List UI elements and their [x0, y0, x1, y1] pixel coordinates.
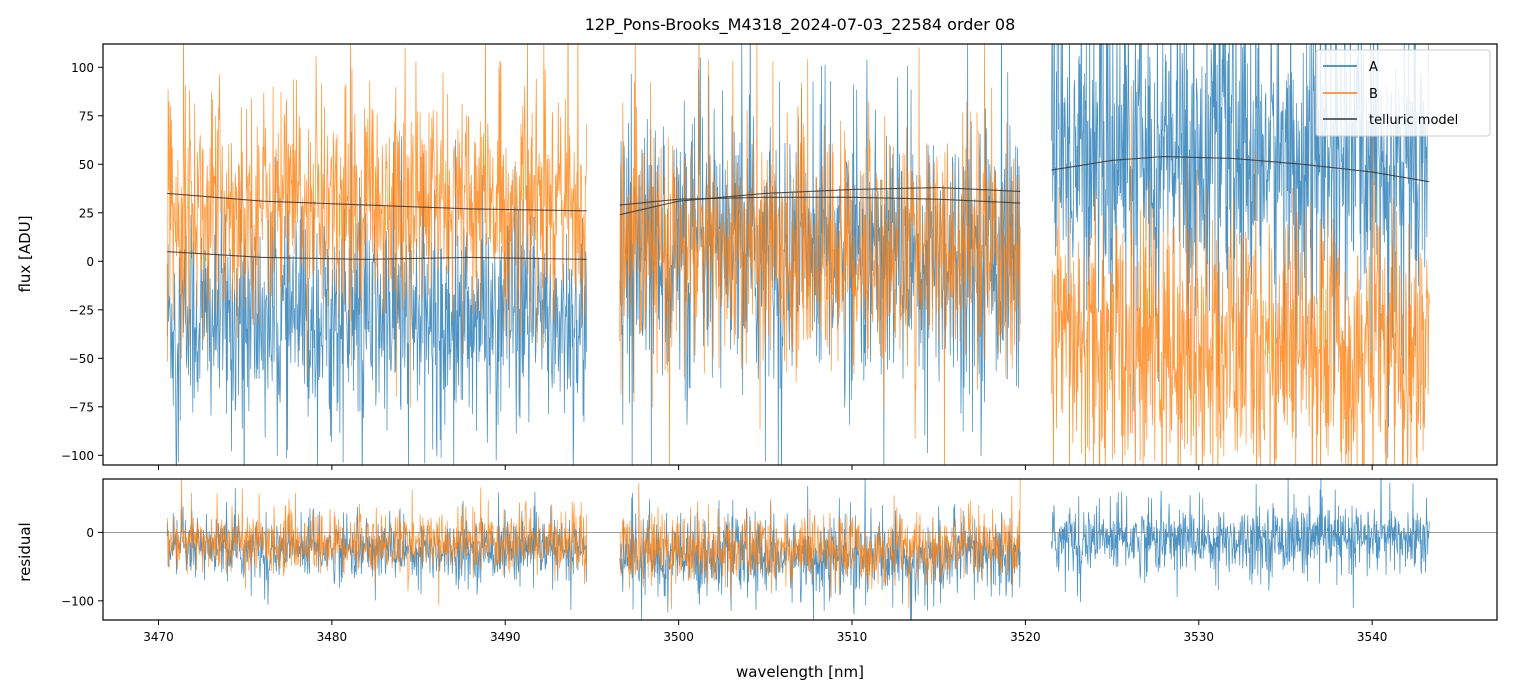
residual-a-segment-1: [619, 479, 1021, 620]
xtick-label: 3500: [663, 630, 694, 644]
legend-label-telluric: telluric model: [1369, 113, 1458, 128]
chart-title: 12P_Pons-Brooks_M4318_2024-07-03_22584 o…: [585, 15, 1016, 35]
xtick-label: 3530: [1184, 630, 1215, 644]
top-plot-area: [166, 44, 1430, 465]
top-ytick-label: −50: [69, 352, 94, 366]
top-y-ticks: 100 75 50 25 0 −25 −50 −75 −100: [61, 61, 103, 463]
xtick-label: 3480: [317, 630, 348, 644]
telluric-a-segment-0: [167, 251, 587, 260]
xtick-label: 3490: [490, 630, 521, 644]
bottom-x-ticks: 3470 3480 3490 3500 3510 3520 3530 3540: [143, 620, 1387, 644]
bottom-y-axis-label: residual: [16, 522, 34, 581]
bottom-y-ticks: 0 −100: [61, 526, 103, 608]
bottom-panel: 0 −100 3470 3480 3490 3500 3510 3520 3530 3540 r…: [16, 478, 1498, 681]
telluric-b-segment-1: [619, 196, 1021, 206]
telluric-b-segment-0: [167, 192, 587, 212]
legend-frame: [1315, 49, 1491, 137]
top-x-ticks: [157, 465, 1373, 470]
top-ytick-label: 75: [79, 109, 94, 123]
legend-label-b: B: [1369, 87, 1378, 102]
series-a-segment-1: [619, 44, 1021, 465]
series-b-segment-2: [1051, 85, 1430, 465]
series-b-segment-0: [166, 44, 588, 408]
bottom-ytick-label: 0: [86, 526, 94, 540]
xtick-label: 3540: [1357, 630, 1388, 644]
legend: A B telluric model: [1315, 49, 1491, 137]
top-panel: 100 75 50 25 0 −25 −50 −75 −100 flux [ADU] A B t…: [16, 43, 1498, 470]
top-ytick-label: 100: [71, 61, 94, 75]
top-y-axis-label: flux [ADU]: [16, 215, 34, 292]
xtick-label: 3520: [1010, 630, 1041, 644]
x-axis-label: wavelength [nm]: [736, 663, 864, 681]
top-ytick-label: 0: [86, 255, 94, 269]
top-ytick-label: −25: [69, 303, 94, 317]
xtick-label: 3470: [143, 630, 174, 644]
telluric-a-segment-2: [1051, 156, 1430, 183]
bottom-plot-area: [103, 479, 1497, 620]
bottom-axes-frame: [102, 478, 1498, 621]
top-ytick-label: −75: [69, 400, 94, 414]
residual-a-segment-2: [1051, 479, 1430, 609]
legend-label-a: A: [1369, 60, 1378, 75]
xtick-label: 3510: [837, 630, 868, 644]
telluric-a-segment-1: [619, 187, 1021, 216]
top-ytick-label: 25: [79, 206, 94, 220]
top-ytick-label: 50: [79, 158, 94, 172]
bottom-ytick-label: −100: [61, 594, 94, 608]
residual-b-segment-1: [619, 479, 1021, 610]
top-axes-frame: [102, 43, 1498, 466]
residual-b-segment-0: [166, 479, 588, 605]
top-ytick-label: −100: [61, 449, 94, 463]
series-b-segment-1: [619, 44, 1021, 465]
